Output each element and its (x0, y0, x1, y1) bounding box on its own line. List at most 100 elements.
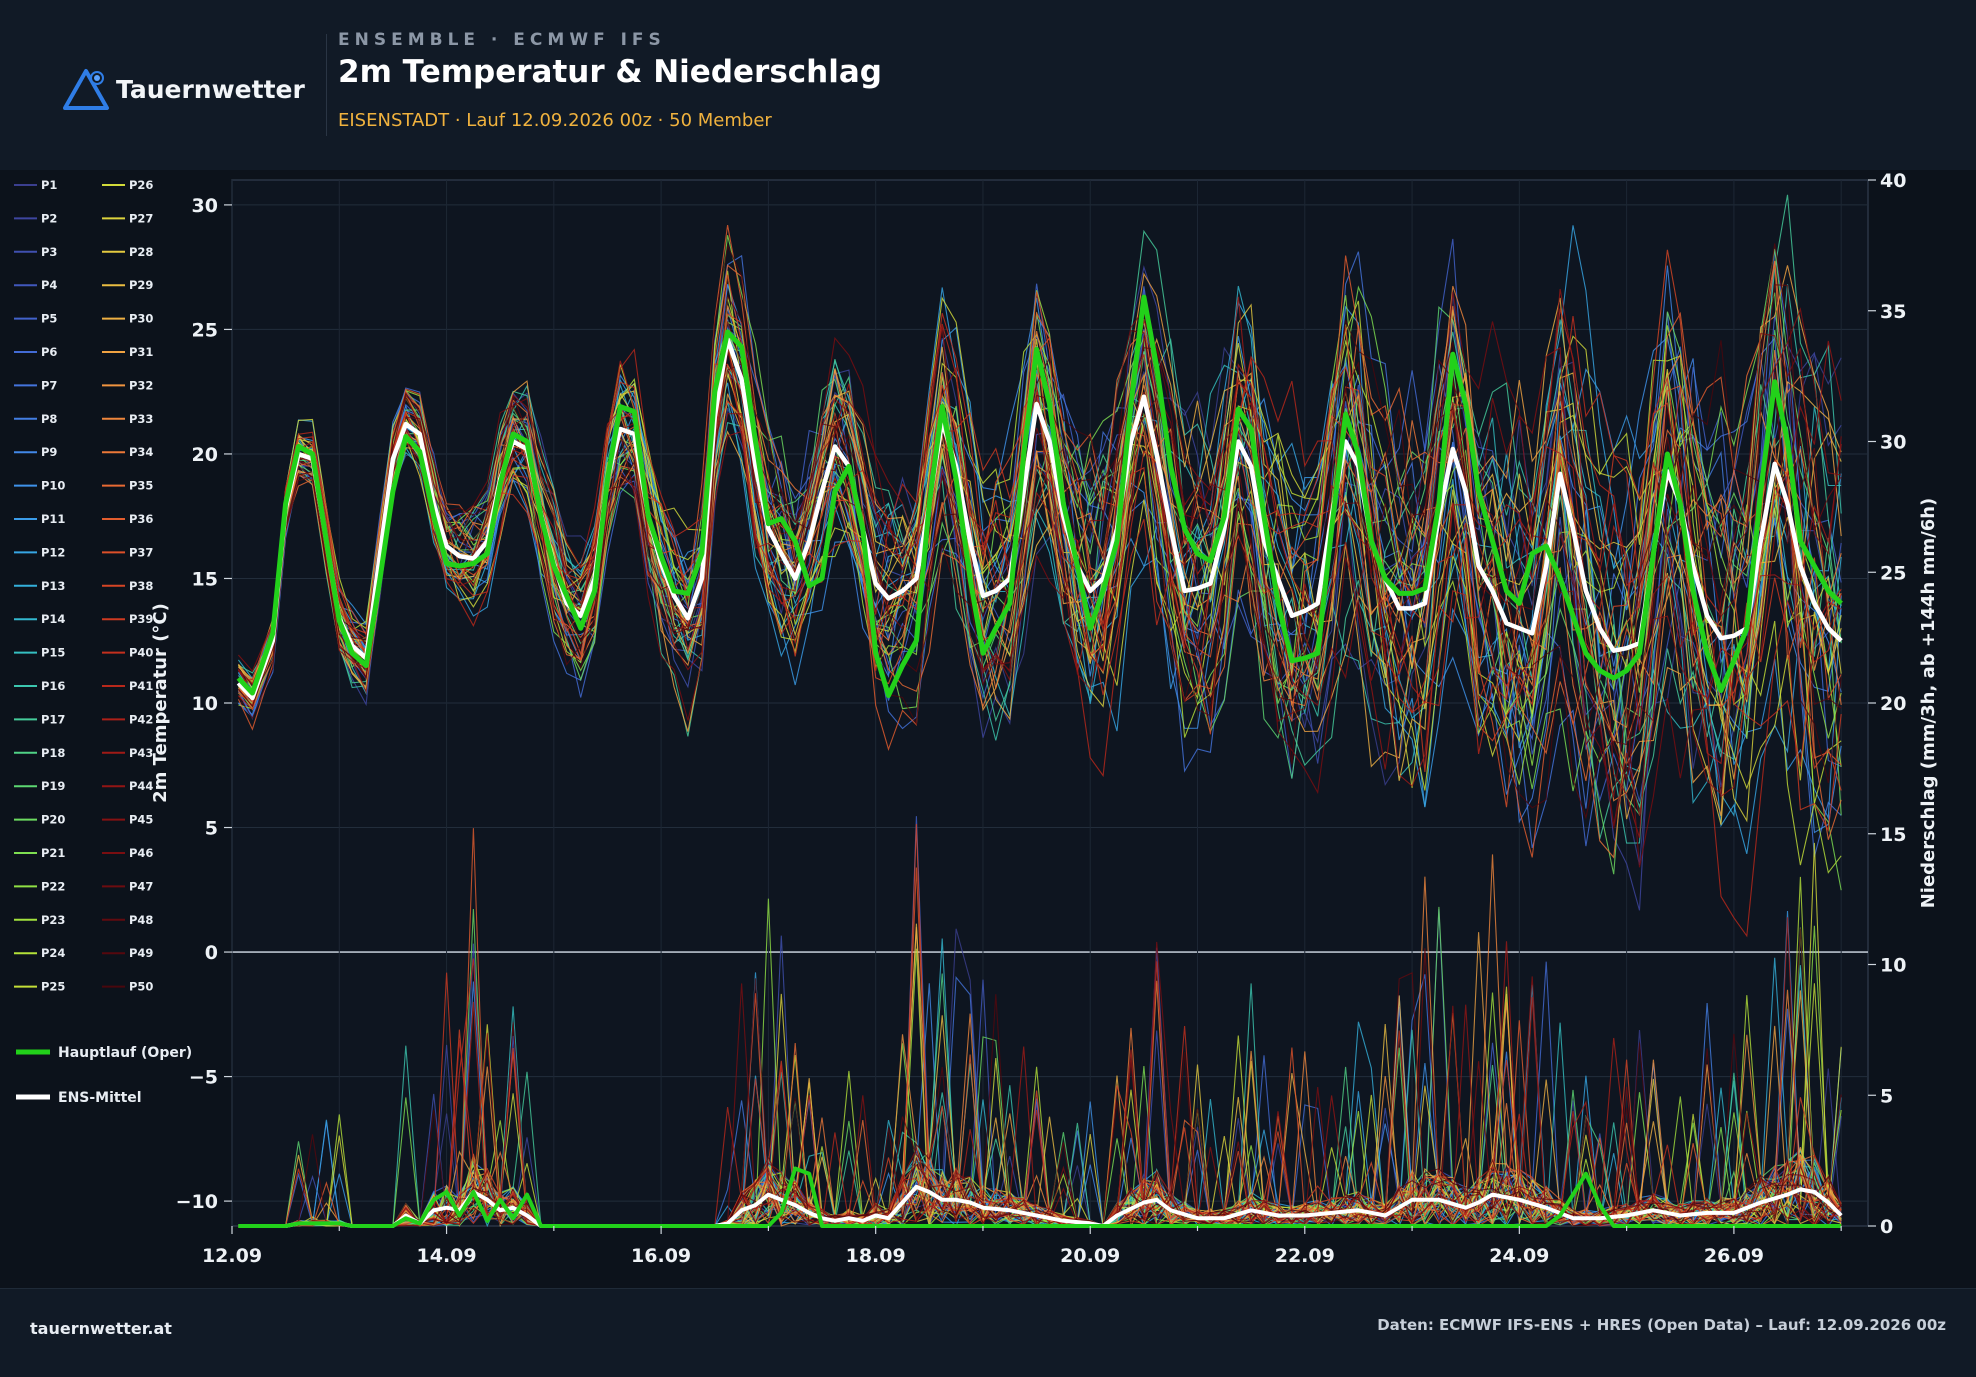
x-tick-label: 14.09 (417, 1245, 477, 1267)
legend-label: P27 (129, 211, 153, 225)
legend-label: P19 (41, 779, 65, 793)
legend-label: P12 (41, 545, 65, 559)
member-temp-line-P36 (237, 225, 1842, 858)
legend-label: P22 (41, 879, 65, 893)
y-axis-left-label: 2m Temperatur (°C) (150, 603, 171, 803)
legend-label: P6 (41, 345, 57, 359)
y-axis-right-label: Niederschlag (mm/3h, ab +144h mm/6h) (1918, 498, 1939, 909)
legend-label: P23 (41, 913, 65, 927)
legend-label: P34 (129, 445, 153, 459)
legend-label: P17 (41, 712, 65, 726)
y-right-tick-label: 35 (1880, 301, 1906, 323)
legend-label: P50 (129, 980, 153, 994)
legend-label: P43 (129, 746, 153, 760)
legend-label: P29 (129, 278, 153, 292)
legend-label: P15 (41, 646, 65, 660)
footer: tauernwetter.at Daten: ECMWF IFS-ENS + H… (0, 1288, 1976, 1377)
y-left-tick-label: −10 (176, 1191, 218, 1213)
legend-label: P33 (129, 412, 153, 426)
page-subtitle: EISENSTADT · Lauf 12.09.2026 00z · 50 Me… (338, 110, 772, 131)
y-left-tick-label: 0 (205, 942, 218, 964)
y-right-tick-label: 0 (1880, 1216, 1893, 1238)
x-tick-label: 12.09 (202, 1245, 262, 1267)
member-temp-line-P17 (238, 194, 1842, 839)
legend-label: P3 (41, 245, 57, 259)
legend-label: P49 (129, 946, 153, 960)
legend-label: P47 (129, 879, 153, 893)
member-temp-line-P47 (237, 321, 1842, 782)
y-right-tick-label: 20 (1880, 693, 1906, 715)
y-right-tick-label: 15 (1880, 824, 1906, 846)
y-left-tick-label: 20 (192, 444, 218, 466)
header-kicker: ENSEMBLE · ECMWF IFS (338, 30, 666, 50)
legend-mean-label: ENS-Mittel (58, 1090, 142, 1106)
mountain-logo-icon (63, 69, 109, 110)
legend-label: P16 (41, 679, 65, 693)
page-title: 2m Temperatur & Niederschlag (338, 54, 882, 90)
y-right-tick-label: 40 (1880, 170, 1906, 192)
legend-label: P46 (129, 846, 153, 860)
y-left-tick-label: −5 (189, 1067, 218, 1089)
y-left-tick-label: 10 (192, 693, 218, 715)
legend-label: P24 (41, 946, 65, 960)
member-temp-line-P23 (238, 290, 1842, 785)
legend-label: P18 (41, 746, 65, 760)
legend-label: P36 (129, 512, 153, 526)
x-tick-label: 22.09 (1275, 1245, 1335, 1267)
member-lines (237, 194, 1842, 1228)
member-temp-line-P45 (237, 307, 1842, 826)
legend-label: P39 (129, 612, 153, 626)
legend-label: P20 (41, 813, 65, 827)
legend-label: P35 (129, 479, 153, 493)
legend-label: P42 (129, 712, 153, 726)
brand-name: Tauernwetter (116, 74, 305, 104)
main-lines (236, 294, 1843, 1228)
legend-label: P5 (41, 312, 57, 326)
footer-source: Daten: ECMWF IFS-ENS + HRES (Open Data) … (1377, 1316, 1946, 1334)
brand-logo[interactable]: Tauernwetter (60, 66, 305, 112)
y-right-tick-label: 25 (1880, 562, 1906, 584)
member-precip-line-P41 (238, 1039, 1842, 1227)
legend-label: P8 (41, 412, 57, 426)
legend-label: P45 (129, 813, 153, 827)
legend-label: P38 (129, 579, 153, 593)
legend-label: P14 (41, 612, 65, 626)
legend-label: P1 (41, 178, 57, 192)
legend-label: P48 (129, 913, 153, 927)
x-tick-label: 18.09 (846, 1245, 906, 1267)
legend-label: P25 (41, 980, 65, 994)
legend-label: P2 (41, 211, 57, 225)
member-precip-line-P34 (238, 980, 1842, 1227)
y-left-tick-label: 15 (192, 568, 218, 590)
footer-site[interactable]: tauernwetter.at (30, 1319, 172, 1338)
y-left-tick-label: 30 (192, 195, 218, 217)
member-temp-line-P18 (237, 345, 1842, 779)
legend-label: P13 (41, 579, 65, 593)
ensemble-chart: −10 −5 0 5 10 15 20 25 30 0 5 10 15 20 25 30 35 40 12.09 14… (14, 170, 1939, 1267)
legend: P1 P2 P3 P4 P5 P6 P7 P8 P9 P10 P11 P12 P13 P14 P15 P16 P… (14, 178, 192, 1106)
legend-label: P41 (129, 679, 153, 693)
member-temp-line-P40 (238, 313, 1842, 767)
x-tick-label: 16.09 (631, 1245, 691, 1267)
x-tick-label: 20.09 (1060, 1245, 1120, 1267)
x-tick-label: 26.09 (1704, 1245, 1764, 1267)
legend-label: P32 (129, 378, 153, 392)
legend-label: P26 (129, 178, 153, 192)
oper-precip-line (238, 1166, 1842, 1228)
y-left-tick-label: 5 (205, 818, 218, 840)
legend-oper-label: Hauptlauf (Oper) (58, 1045, 192, 1061)
y-left-tick-label: 25 (192, 319, 218, 341)
legend-label: P28 (129, 245, 153, 259)
member-precip-line-P50 (238, 928, 1842, 1227)
oper-temp-line (236, 294, 1843, 698)
legend-label: P40 (129, 646, 153, 660)
legend-label: P37 (129, 545, 153, 559)
legend-label: P30 (129, 312, 153, 326)
y-right-tick-label: 5 (1880, 1085, 1893, 1107)
y-right-tick-label: 10 (1880, 955, 1906, 977)
legend-label: P44 (129, 779, 153, 793)
y-right-tick-label: 30 (1880, 432, 1906, 454)
axes: −10 −5 0 5 10 15 20 25 30 0 5 10 15 20 25 30 35 40 12.09 14… (176, 170, 1907, 1267)
header-divider (326, 34, 327, 136)
legend-label: P7 (41, 378, 57, 392)
